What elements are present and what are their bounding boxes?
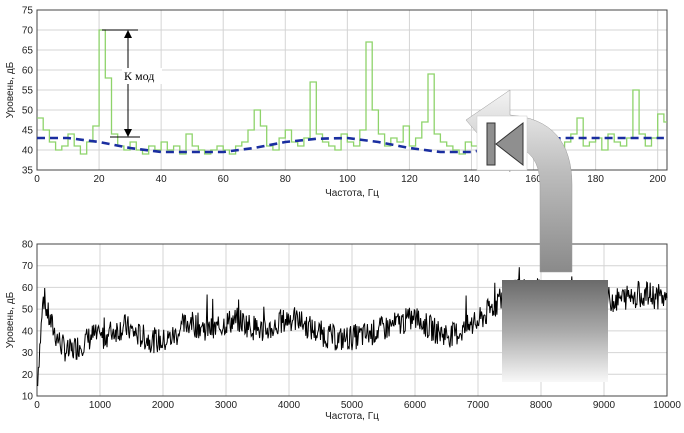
top-y-tick-label: 40 bbox=[22, 146, 34, 157]
top-x-tick-label: 0 bbox=[34, 174, 40, 185]
top-series-1-line bbox=[37, 136, 664, 154]
bot-y-tick-label: 30 bbox=[22, 348, 34, 359]
top-x-tick-label: 60 bbox=[218, 174, 230, 185]
bot-x-tick-label: 7000 bbox=[467, 400, 490, 411]
top-y-tick-label: 35 bbox=[22, 166, 34, 177]
top-chart-grid bbox=[36, 9, 667, 171]
bot-x-tick-label: 5000 bbox=[341, 400, 364, 411]
bot-y-tick-label: 20 bbox=[22, 370, 34, 381]
top-chart-x-ticks: 0 20 40 60 80 100 120 140 160 180 200 bbox=[34, 174, 666, 185]
bot-y-tick-label: 40 bbox=[22, 326, 34, 337]
top-chart-xlabel: Частота, Гц bbox=[325, 188, 379, 199]
rewind-icon-triangle bbox=[495, 121, 524, 167]
bot-y-tick-label: 10 bbox=[22, 392, 34, 403]
top-x-tick-label: 40 bbox=[156, 174, 168, 185]
top-y-tick-label: 55 bbox=[22, 86, 34, 97]
top-x-tick-label: 120 bbox=[401, 174, 418, 185]
bot-x-tick-label: 4000 bbox=[278, 400, 301, 411]
arrow-base-block bbox=[502, 280, 608, 382]
top-y-tick-label: 60 bbox=[22, 66, 34, 77]
bot-x-tick-label: 1000 bbox=[89, 400, 112, 411]
k-mod-label: К мод bbox=[124, 69, 154, 83]
bot-x-tick-label: 3000 bbox=[215, 400, 238, 411]
bot-y-tick-label: 80 bbox=[22, 240, 34, 251]
top-chart-ylabel: Уровень, дБ bbox=[5, 61, 16, 118]
top-y-tick-label: 45 bbox=[22, 126, 34, 137]
top-series-0-line bbox=[37, 29, 667, 155]
bot-y-tick-label: 50 bbox=[22, 305, 34, 316]
top-x-tick-label: 160 bbox=[525, 174, 542, 185]
k-mod-label-box bbox=[122, 68, 162, 84]
bot-x-tick-label: 9000 bbox=[593, 400, 616, 411]
top-x-tick-label: 140 bbox=[463, 174, 480, 185]
k-mod-arrow-down-icon bbox=[124, 129, 132, 137]
top-y-tick-label: 50 bbox=[22, 106, 34, 117]
top-x-tick-label: 100 bbox=[339, 174, 356, 185]
bot-y-tick-label: 70 bbox=[22, 261, 34, 272]
top-chart-series bbox=[37, 29, 667, 155]
bottom-plot-frame bbox=[36, 243, 668, 397]
bottom-chart-xlabel: Частота, Гц bbox=[325, 411, 379, 422]
bot-x-tick-label: 0 bbox=[34, 400, 40, 411]
transfer-arrow bbox=[465, 89, 608, 382]
top-plot-frame bbox=[36, 9, 668, 171]
top-chart-y-ticks: 35 40 45 50 55 60 65 70 75 bbox=[22, 6, 34, 177]
top-y-tick-label: 75 bbox=[22, 6, 34, 17]
bot-x-tick-label: 6000 bbox=[404, 400, 427, 411]
bot-x-tick-label: 10000 bbox=[653, 400, 681, 411]
bot-x-tick-label: 8000 bbox=[530, 400, 553, 411]
bottom-chart-x-ticks: 0 1000 2000 3000 4000 5000 6000 7000 8000 9000 100… bbox=[34, 400, 681, 411]
bottom-chart-ylabel: Уровень, дБ bbox=[5, 291, 16, 348]
k-mod-arrow-up-icon bbox=[124, 30, 132, 38]
bot-x-tick-label: 2000 bbox=[152, 400, 175, 411]
rewind-icon-bar bbox=[486, 122, 496, 166]
bot-y-tick-label: 60 bbox=[22, 283, 34, 294]
top-x-tick-label: 20 bbox=[94, 174, 106, 185]
top-x-tick-label: 200 bbox=[649, 174, 666, 185]
top-y-tick-label: 65 bbox=[22, 46, 34, 57]
k-mod-annotation: К мод bbox=[102, 29, 162, 138]
top-x-tick-label: 80 bbox=[280, 174, 292, 185]
top-y-tick-label: 70 bbox=[22, 26, 34, 37]
bottom-chart-y-ticks: 10 20 30 40 50 60 70 80 bbox=[22, 240, 34, 403]
top-x-tick-label: 180 bbox=[587, 174, 604, 185]
